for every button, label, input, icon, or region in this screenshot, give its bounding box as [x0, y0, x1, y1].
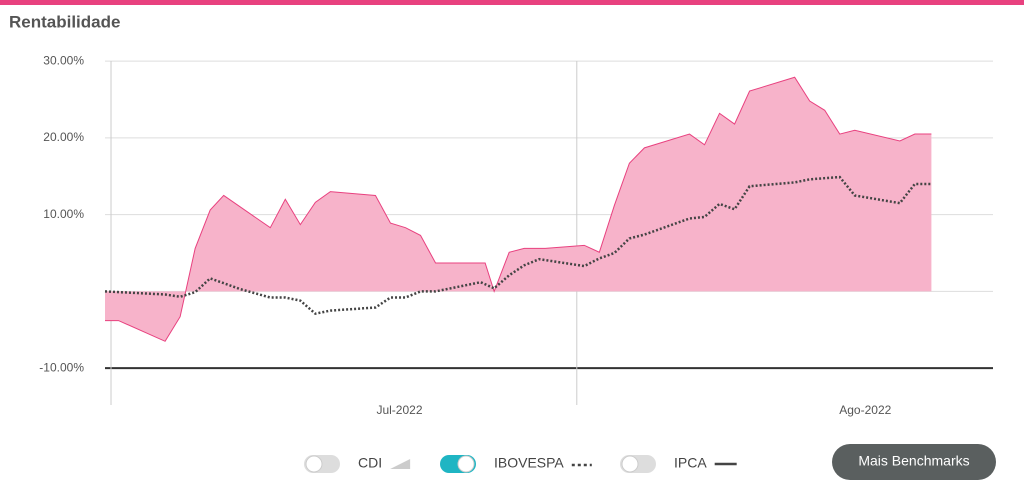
- legend-icon: [390, 459, 411, 469]
- area: [105, 77, 932, 342]
- button-bg[interactable]: [832, 444, 996, 480]
- button-label[interactable]: Mais Benchmarks: [858, 453, 969, 469]
- benchmark-toggle[interactable]: CDI: [304, 455, 411, 473]
- x-tick-label: Jul-2022: [376, 403, 422, 417]
- toggle-knob[interactable]: [621, 455, 639, 473]
- line: [104, 175, 932, 316]
- x-tick-label: Ago-2022: [839, 403, 891, 417]
- benchmarks-button[interactable]: Mais Benchmarks: [832, 444, 996, 480]
- area-line: [105, 76, 932, 342]
- chart-title: Rentabilidade: [9, 12, 120, 31]
- legend-label: IBOVESPA: [494, 455, 564, 471]
- benchmark-toggle[interactable]: IBOVESPA: [440, 455, 592, 473]
- benchmark-toggle[interactable]: IPCA: [620, 455, 737, 473]
- toggle-knob[interactable]: [457, 455, 475, 473]
- y-tick-label: 30.00%: [43, 53, 84, 67]
- top-bar: [0, 0, 1024, 5]
- legend-label: IPCA: [674, 455, 707, 471]
- legend-label: CDI: [358, 455, 382, 471]
- y-tick-label: 20.00%: [43, 130, 84, 144]
- y-tick-label: -10.00%: [39, 360, 84, 374]
- toggle-knob[interactable]: [305, 455, 323, 473]
- y-tick-label: 10.00%: [43, 207, 84, 221]
